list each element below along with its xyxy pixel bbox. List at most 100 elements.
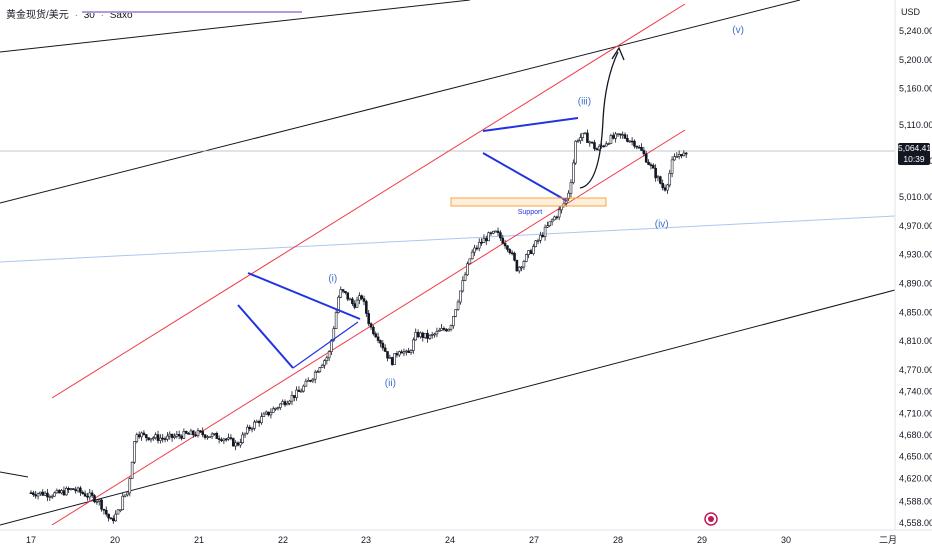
time-axis[interactable]: 17 20 21 22 23 24 27 28 29 30 二月	[0, 512, 932, 545]
candle-body	[206, 436, 209, 439]
channel-lower-line	[51, 129, 686, 526]
candle-body	[316, 371, 319, 373]
price-tick-label: 4,740.00	[899, 387, 932, 397]
candle-body	[50, 495, 54, 498]
time-tick-label: 28	[613, 535, 623, 545]
candle-body	[144, 434, 148, 438]
last-price-badge: 5,064.41 10:39	[898, 143, 931, 165]
candle-body	[97, 499, 101, 502]
candle-body	[224, 438, 228, 441]
candle-body	[463, 274, 467, 281]
candle-body	[208, 436, 212, 438]
candle-body	[553, 216, 556, 221]
event-flag-icon-dot	[708, 516, 714, 522]
candle-body	[201, 431, 204, 436]
candle-body	[437, 330, 441, 332]
candle-body	[121, 495, 125, 511]
annotations-layer: Support (i) (ii) (iii) (iv) (v)	[237, 25, 744, 389]
candle-body	[297, 389, 301, 392]
candle-body	[409, 350, 413, 354]
triangle-upper-line-i	[247, 272, 361, 320]
candle-body	[166, 435, 169, 440]
candle-body	[86, 495, 89, 498]
time-tick-label: 29	[697, 535, 707, 545]
price-tick-label: 5,010.00	[899, 192, 932, 202]
lower-trendline	[0, 289, 896, 526]
legend-separator: ·	[100, 10, 104, 21]
candle-body	[470, 251, 474, 260]
candle-body	[203, 434, 207, 438]
candle-body	[407, 350, 410, 354]
candle-body	[344, 291, 347, 293]
candle-body	[177, 434, 181, 437]
candle-body	[447, 328, 450, 332]
candle-body	[473, 247, 476, 253]
candle-body	[281, 401, 284, 405]
candle-body	[271, 408, 275, 413]
candle-body	[114, 513, 117, 522]
price-tick-label: 5,160.00	[899, 84, 932, 94]
candle-body	[260, 416, 263, 424]
wave-label: (iv)	[655, 219, 669, 230]
candle-body	[520, 266, 523, 269]
candle-body	[583, 132, 587, 135]
candle-body	[227, 437, 230, 440]
candle-body	[400, 351, 403, 354]
candle-body	[397, 351, 401, 356]
candle-body	[614, 133, 617, 139]
candle-body	[215, 433, 219, 439]
candle-body	[433, 333, 436, 336]
candle-body	[656, 176, 660, 179]
candle-body	[43, 492, 47, 496]
candle-body	[609, 135, 613, 144]
candle-body	[255, 420, 259, 423]
candle-body	[262, 413, 266, 417]
candle-body	[60, 490, 63, 494]
candle-body	[388, 357, 392, 359]
candle-body	[253, 421, 256, 429]
candle-body	[390, 357, 394, 365]
candle-body	[440, 328, 443, 331]
candle-body	[482, 238, 486, 243]
bar-countdown: 10:39	[903, 154, 925, 164]
candle-body	[581, 132, 585, 138]
candle-body	[534, 240, 537, 247]
candle-body	[393, 353, 396, 365]
candle-body	[452, 316, 455, 327]
candle-body	[135, 434, 139, 442]
candle-body	[360, 295, 363, 299]
candle-body	[154, 434, 157, 439]
price-tick-label: 4,850.00	[899, 307, 932, 317]
candle-body	[309, 380, 312, 382]
time-tick-label: 二月	[879, 535, 897, 545]
candle-body	[527, 250, 530, 255]
candle-body	[461, 280, 465, 292]
legend-highlight-bar	[82, 11, 302, 13]
candle-body	[355, 299, 359, 308]
candle-body	[369, 323, 373, 328]
candle-body	[619, 133, 622, 136]
trendlines-layer	[0, 0, 896, 526]
candle-body	[423, 332, 427, 338]
price-axis[interactable]: 5,240.005,200.005,160.005,110.005,060.00…	[894, 0, 932, 530]
candle-body	[187, 433, 190, 435]
candle-body	[57, 490, 61, 494]
symbol-legend[interactable]: 黄金现货/美元 · 30 · Saxo	[6, 6, 133, 21]
candle-body	[428, 334, 432, 339]
candle-body	[508, 249, 512, 254]
candle-body	[588, 141, 592, 144]
candle-body	[604, 143, 608, 147]
candle-body	[567, 192, 570, 200]
projection-arrow-head	[611, 46, 625, 61]
candle-body	[128, 478, 132, 494]
candle-body	[633, 140, 636, 147]
price-tick-label: 5,200.00	[899, 55, 932, 65]
candle-body	[550, 219, 554, 223]
candle-body	[264, 411, 268, 415]
candle-body	[517, 266, 521, 272]
candle-body	[67, 488, 70, 490]
candle-body	[546, 225, 549, 228]
candle-body	[292, 395, 296, 398]
candle-body	[586, 132, 589, 143]
